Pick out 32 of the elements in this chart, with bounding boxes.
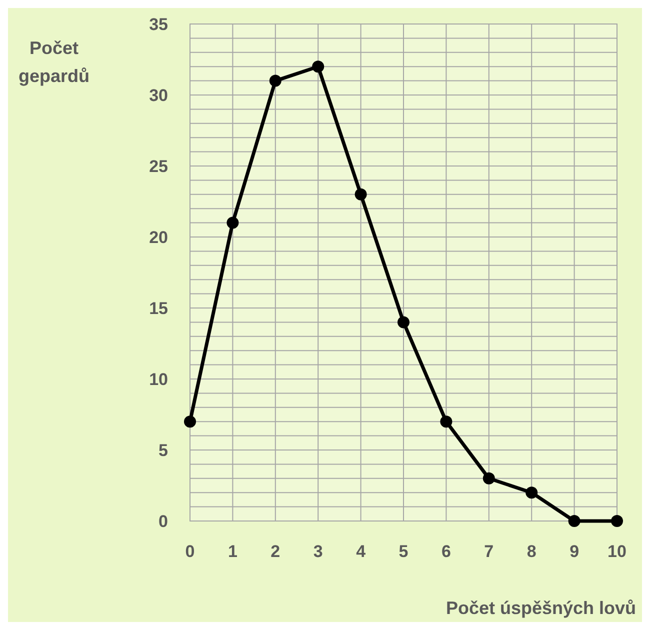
x-tick-label: 3 — [313, 542, 323, 561]
point — [269, 74, 282, 87]
point — [568, 515, 580, 527]
point — [526, 486, 538, 499]
x-tick-label: 1 — [228, 542, 238, 561]
point — [184, 416, 196, 428]
y-tick-label: 20 — [149, 228, 168, 247]
y-tick-label: 5 — [158, 440, 168, 460]
point — [398, 316, 410, 328]
x-tick-label: 10 — [608, 542, 626, 561]
point — [226, 216, 239, 229]
point — [611, 515, 623, 527]
x-tick-label: 5 — [398, 542, 408, 561]
x-tick-label: 8 — [526, 542, 536, 561]
y-tick-label: 15 — [149, 298, 168, 318]
y-tick-label: 30 — [149, 86, 168, 105]
point — [354, 188, 367, 200]
x-tick-label: 0 — [185, 542, 195, 561]
point — [482, 472, 495, 484]
x-tick-label: 6 — [441, 542, 451, 561]
y-tick-label: 25 — [149, 156, 168, 176]
x-tick-label: 9 — [570, 542, 580, 561]
y-tick-label: 10 — [149, 370, 168, 389]
y-tick-label: 35 — [149, 14, 168, 34]
y-axis-title: Počet gepardů — [18, 38, 90, 86]
y-tick-label: 0 — [158, 512, 168, 531]
x-tick-label: 7 — [484, 542, 494, 561]
point — [440, 416, 452, 428]
point — [312, 60, 324, 73]
x-tick-label: 4 — [356, 542, 366, 561]
x-axis-title: Počet úspěšných lovů — [446, 598, 636, 618]
x-tick-label: 2 — [270, 542, 280, 561]
